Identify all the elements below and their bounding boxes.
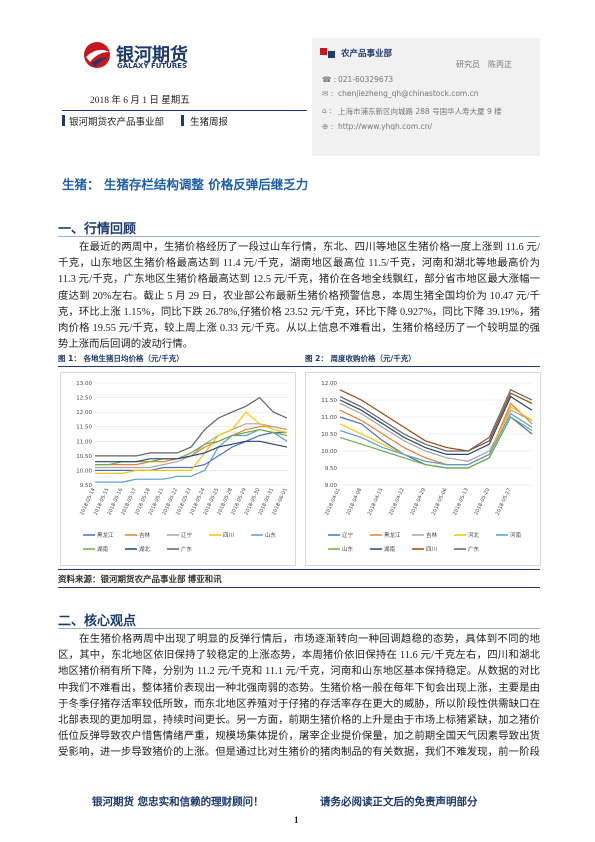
footer-slogan: 银河期货 您忠实和信赖的理财顾问！	[92, 796, 264, 808]
legend-label: 湖南	[97, 545, 109, 553]
phone-icon: ☎ :	[322, 75, 337, 84]
legend-label: 广东	[468, 545, 480, 553]
figure-number: 图 1：	[58, 354, 81, 363]
rule	[58, 569, 540, 570]
y-tick-label: 11.50	[321, 398, 337, 404]
x-tick-label: 2018-04-15	[367, 487, 385, 516]
report-title: 生猪： 生猪存栏结构调整 价格反弹后继乏力	[62, 177, 309, 192]
figure-label: 图 1： 各地生猪日均价格（元/千克）	[58, 353, 184, 364]
legend-label: 黑龙江	[97, 531, 114, 539]
series-line	[339, 402, 533, 466]
series-line	[95, 431, 287, 471]
y-tick-label: 11.00	[76, 439, 92, 445]
researcher: 研究员 陈丙正	[456, 60, 512, 69]
x-tick-label: 2018-05-06	[431, 487, 449, 516]
y-tick-label: 10.00	[321, 449, 337, 455]
x-tick-label: 2018-04-29	[409, 487, 427, 516]
page-number: 1	[294, 815, 299, 825]
x-tick-label: 2018-04-22	[388, 487, 406, 516]
legend-label: 辽宁	[342, 531, 354, 539]
y-tick-label: 10.00	[76, 468, 92, 474]
tag: 银河期货农产品事业部	[69, 117, 165, 128]
y-tick-label: 11.00	[321, 415, 337, 421]
rule	[58, 366, 540, 367]
x-tick-label: 2018-05-20	[473, 487, 491, 516]
source: 资料来源：银河期货农产品事业部 博亚和讯	[58, 574, 222, 584]
y-tick-label: 10.50	[76, 454, 92, 460]
address: 上海市浦东新区向城路 288 号国华人寿大厦 9 楼	[338, 107, 502, 116]
email-icon: ✉ :	[322, 89, 334, 98]
legend-label: 四川	[426, 546, 437, 553]
y-tick-label: 9.50	[80, 483, 93, 489]
x-tick-label: 2018-04-08	[345, 487, 363, 516]
legend-label: 河南	[510, 531, 522, 539]
rule	[58, 628, 540, 629]
legend-label: 吉林	[426, 531, 438, 539]
dept: 农产品事业部	[341, 49, 393, 59]
rule	[58, 236, 540, 237]
legend-label: 四川	[223, 532, 234, 539]
bar	[181, 115, 184, 126]
email: chenjiezheng_qh@chinastock.com.cn	[338, 89, 479, 98]
web: http://www.yhqh.com.cn/	[338, 122, 432, 131]
logo-icon	[84, 42, 110, 68]
series-line	[339, 395, 533, 455]
y-tick-label: 12.00	[321, 381, 337, 387]
section-heading: 二、核心观点	[58, 614, 137, 629]
series-line	[339, 416, 533, 469]
section-heading: 一、行情回顾	[58, 222, 137, 237]
logo-cn: 银河期货	[116, 45, 188, 66]
series-line	[95, 440, 288, 463]
bar	[62, 115, 65, 126]
web-icon: ⊕ :	[322, 122, 334, 131]
series-line	[339, 389, 533, 452]
legend-label: 广东	[181, 545, 193, 553]
y-tick-label: 12.50	[76, 396, 92, 402]
y-tick-label: 13.00	[76, 381, 92, 387]
phone: 021-60329673	[338, 75, 394, 84]
date: 2018 年 6 月 1 日 星期五	[90, 96, 190, 106]
x-tick-label: 2018-05-27	[495, 487, 513, 516]
y-tick-label: 9.00	[325, 483, 338, 489]
legend-label: 山东	[342, 545, 354, 553]
x-tick-label: 2018-05-13	[452, 487, 470, 516]
chart: 9.5010.0010.5011.0011.5012.0012.5013.002…	[60, 372, 296, 566]
chart: 9.00 9.50 10.00 10.50 11.00 11.50 12.00 2018-04…	[305, 372, 541, 566]
series-line	[339, 412, 533, 466]
legend-label: 山东	[265, 531, 277, 539]
tag: 生猪周报	[190, 117, 229, 128]
figure-caption: 各地生猪日均价格（元/千克）	[83, 354, 184, 363]
series-line	[339, 388, 533, 452]
rule	[58, 587, 540, 588]
dept-icon	[320, 48, 335, 58]
paragraph: 在最近的两周中，生猪价格经历了一段过山车行情，东北、四川等地区生猪价格一度上涨到…	[58, 242, 540, 351]
legend-label: 辽宁	[181, 531, 193, 539]
series-line	[95, 411, 288, 474]
series-line	[95, 426, 288, 466]
y-tick-label: 12.00	[76, 410, 92, 416]
series-line	[95, 396, 288, 457]
logo-en: GALAXY FUTURES	[117, 62, 188, 70]
rule	[62, 110, 307, 111]
y-tick-label: 9.50	[325, 466, 338, 472]
legend-label: 湖南	[384, 545, 396, 553]
y-tick-label: 11.50	[76, 425, 92, 431]
paragraph: 在生猪价格两周中出现了明显的反弹行情后，市场逐渐转向一种回调趋稳的态势，具体到不…	[58, 634, 540, 759]
address-icon: ⌂ :	[322, 106, 332, 115]
x-tick-label: 2018-04-01	[324, 487, 342, 516]
legend-label: 吉林	[139, 531, 151, 539]
contact-box	[312, 38, 540, 156]
y-tick-label: 10.50	[321, 432, 337, 438]
legend-label: 河北	[468, 531, 480, 539]
figure-number: 图 2：	[305, 354, 328, 363]
figure-label: 图 2： 周度收购价格（元/千克）	[305, 353, 416, 364]
footer-disclaimer: 请务必阅读正文后的免责声明部分	[320, 796, 478, 808]
legend-label: 湖北	[139, 545, 151, 553]
figure-caption: 周度收购价格（元/千克）	[330, 354, 416, 363]
series-line	[95, 428, 288, 483]
legend-label: 黑龙江	[384, 531, 401, 539]
